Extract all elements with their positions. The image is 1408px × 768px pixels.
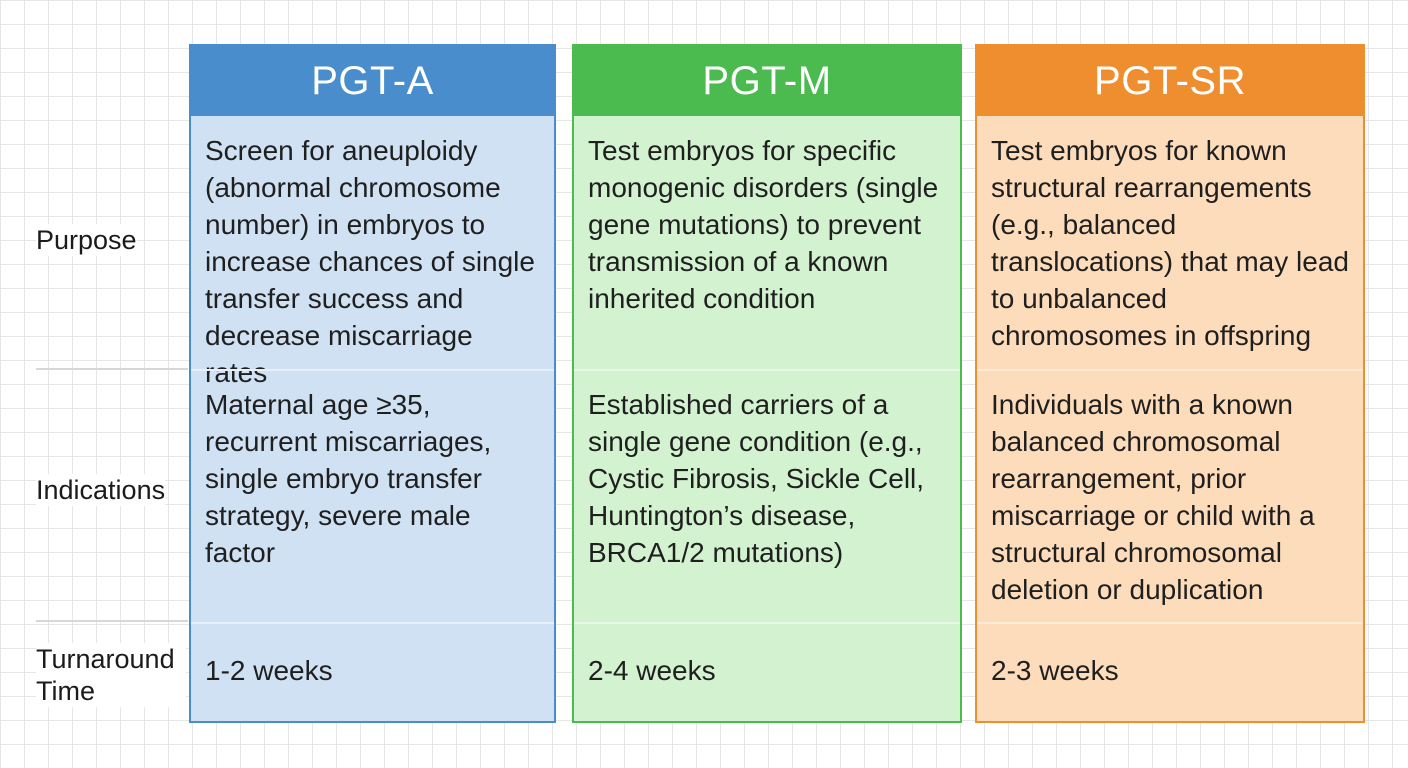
cell-indications-pgt-sr: Individuals with a known balanced chromo… bbox=[991, 389, 1315, 605]
cell-divider bbox=[574, 622, 960, 624]
cell-purpose-pgt-m: Test embryos for specific monogenic diso… bbox=[588, 135, 939, 314]
cell-divider bbox=[191, 622, 554, 624]
column-pgt-a: PGT-A Screen for aneuploidy (abnormal ch… bbox=[189, 44, 556, 723]
cell-purpose-pgt-a: Screen for aneuploidy (abnormal chromoso… bbox=[205, 135, 535, 388]
row-label-turnaround-time: Turnaround Time bbox=[36, 643, 186, 707]
row-label-indications: Indications bbox=[36, 474, 166, 506]
cell-turnaround-pgt-sr: 2-3 weeks bbox=[991, 655, 1119, 686]
cell-divider bbox=[191, 369, 554, 371]
row-divider bbox=[36, 368, 188, 370]
row-label-purpose: Purpose bbox=[36, 224, 137, 256]
column-header-pgt-sr: PGT-SR bbox=[977, 46, 1363, 116]
cell-purpose-pgt-sr: Test embryos for known structural rearra… bbox=[991, 135, 1349, 351]
cell-divider bbox=[977, 622, 1363, 624]
column-pgt-m: PGT-M Test embryos for specific monogeni… bbox=[572, 44, 962, 723]
cell-divider bbox=[574, 369, 960, 371]
cell-divider bbox=[977, 369, 1363, 371]
cell-indications-pgt-m: Established carriers of a single gene co… bbox=[588, 389, 925, 568]
row-divider bbox=[36, 620, 188, 622]
column-header-pgt-m: PGT-M bbox=[574, 46, 960, 116]
cell-indications-pgt-a: Maternal age ≥35, recurrent miscarriages… bbox=[205, 389, 492, 568]
cell-turnaround-pgt-a: 1-2 weeks bbox=[205, 655, 333, 686]
column-pgt-sr: PGT-SR Test embryos for known structural… bbox=[975, 44, 1365, 723]
cell-turnaround-pgt-m: 2-4 weeks bbox=[588, 655, 716, 686]
column-header-pgt-a: PGT-A bbox=[191, 46, 554, 116]
